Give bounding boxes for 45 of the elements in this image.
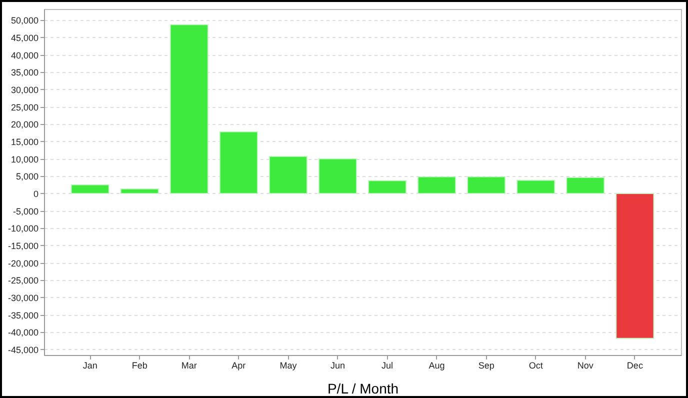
bar — [70, 184, 110, 194]
bar — [120, 188, 159, 194]
y-tick-label: 50,000 — [10, 16, 38, 26]
y-tick-label: 30,000 — [10, 84, 38, 95]
x-tick-label: Aug — [428, 360, 445, 370]
y-tick-label: 10,000 — [10, 154, 38, 164]
x-tick-label: Jul — [382, 360, 394, 370]
x-tick-label: Mar — [181, 360, 197, 370]
y-tick-label: -45,000 — [8, 344, 38, 355]
x-tick-label: May — [280, 360, 298, 370]
x-tick-label: Apr — [232, 360, 246, 370]
bar — [170, 24, 208, 194]
x-tick-label: Jun — [330, 360, 345, 370]
bar — [219, 131, 258, 194]
y-tick-label: -10,000 — [8, 224, 38, 234]
bar — [368, 180, 407, 194]
x-tick-label: Nov — [577, 360, 594, 370]
y-tick-label: 25,000 — [10, 102, 38, 112]
y-tick-label: -20,000 — [8, 258, 38, 268]
y-tick-label: 40,000 — [10, 50, 38, 60]
x-tick-label: Dec — [626, 360, 644, 370]
y-tick-label: -30,000 — [8, 292, 38, 303]
bar — [268, 156, 308, 194]
y-tick-label: -35,000 — [8, 310, 38, 320]
y-tick-label: 5,000 — [16, 172, 38, 182]
y-tick-label: -5,000 — [12, 206, 38, 216]
bar — [516, 180, 556, 194]
bar — [318, 158, 358, 194]
y-tick-label: 35,000 — [10, 68, 38, 78]
bar — [616, 192, 654, 339]
y-tick-label: -25,000 — [8, 276, 38, 286]
y-tick-label: 20,000 — [10, 120, 38, 130]
y-tick-label: -40,000 — [8, 328, 38, 338]
x-tick-label: Oct — [528, 360, 544, 370]
x-tick-label: Jan — [82, 360, 98, 370]
y-tick-label: -15,000 — [8, 240, 38, 251]
x-tick-label: Sep — [478, 360, 494, 370]
y-tick-label: 45,000 — [10, 32, 38, 43]
x-axis-title: P/L / Month — [327, 380, 399, 396]
y-tick-label: 15,000 — [10, 136, 38, 147]
bar — [417, 176, 456, 194]
bar — [467, 176, 506, 194]
y-tick-label: 0 — [33, 188, 38, 199]
x-tick-label: Feb — [132, 360, 148, 370]
bar — [566, 176, 605, 194]
